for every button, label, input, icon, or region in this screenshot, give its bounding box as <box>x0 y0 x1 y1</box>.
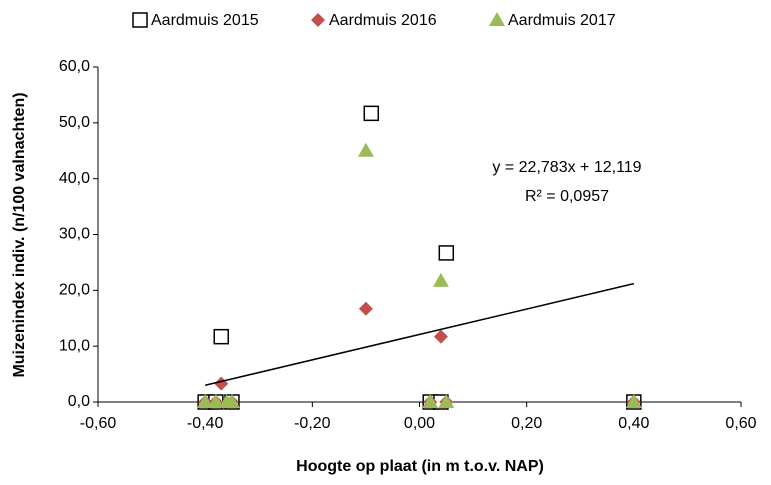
legend-label: Aardmuis 2017 <box>508 12 616 29</box>
x-tick-label: -0,20 <box>294 415 331 432</box>
y-tick-label: 60,0 <box>59 58 90 75</box>
x-tick-label: -0,40 <box>187 415 224 432</box>
x-axis-title: Hoogte op plaat (in m t.o.v. NAP) <box>296 458 544 475</box>
y-tick-label: 0,0 <box>68 393 90 410</box>
point <box>214 376 229 391</box>
point <box>213 328 229 345</box>
point <box>357 142 374 157</box>
y-tick-label: 10,0 <box>59 337 90 354</box>
point <box>625 394 642 408</box>
point <box>207 394 224 408</box>
y-tick-label: 40,0 <box>59 170 90 187</box>
point <box>438 394 455 408</box>
point <box>358 301 373 316</box>
trendline <box>204 282 635 386</box>
point <box>422 394 439 408</box>
y-tick-label: 20,0 <box>59 282 90 299</box>
legend-marker <box>489 12 505 26</box>
x-tick-label: 0,60 <box>725 415 756 432</box>
y-axis-title: Muizenindex indiv. (n/100 valnachten) <box>11 92 28 377</box>
point <box>433 329 448 344</box>
trend-r2: R² = 0,0957 <box>525 188 609 205</box>
point <box>363 105 380 122</box>
point <box>197 394 214 408</box>
x-tick-label: 0,00 <box>404 415 435 432</box>
point <box>223 394 240 408</box>
legend-marker <box>132 12 148 28</box>
legend-label: Aardmuis 2016 <box>329 12 437 29</box>
x-tick-label: 0,40 <box>618 415 649 432</box>
y-tick-label: 50,0 <box>59 114 90 131</box>
legend-label: Aardmuis 2015 <box>151 12 259 29</box>
point <box>438 245 455 261</box>
y-tick-label: 30,0 <box>59 226 90 243</box>
x-tick-label: -0,60 <box>80 415 117 432</box>
x-tick-label: 0,20 <box>511 415 542 432</box>
point <box>432 272 449 287</box>
legend-marker <box>311 13 325 27</box>
trend-equation: y = 22,783x + 12,119 <box>492 159 641 176</box>
